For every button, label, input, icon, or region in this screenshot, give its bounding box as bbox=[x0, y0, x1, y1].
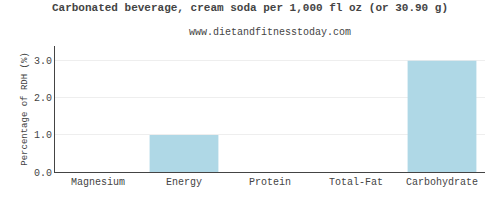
svg-text:2.0: 2.0 bbox=[34, 93, 52, 104]
svg-text:Carbonated beverage, cream sod: Carbonated beverage, cream soda per 1,00… bbox=[52, 2, 448, 14]
svg-text:3.0: 3.0 bbox=[34, 56, 52, 67]
svg-text:0.0: 0.0 bbox=[34, 168, 52, 179]
svg-text:www.dietandfitnesstoday.com: www.dietandfitnesstoday.com bbox=[189, 27, 351, 38]
svg-text:Percentage of RDH (%): Percentage of RDH (%) bbox=[20, 52, 30, 165]
svg-text:Protein: Protein bbox=[249, 177, 291, 188]
svg-text:Magnesium: Magnesium bbox=[71, 177, 125, 188]
svg-text:Carbohydrate: Carbohydrate bbox=[406, 177, 478, 188]
svg-text:Total-Fat: Total-Fat bbox=[329, 177, 383, 188]
svg-text:1.0: 1.0 bbox=[34, 130, 52, 141]
svg-text:Energy: Energy bbox=[166, 177, 202, 188]
